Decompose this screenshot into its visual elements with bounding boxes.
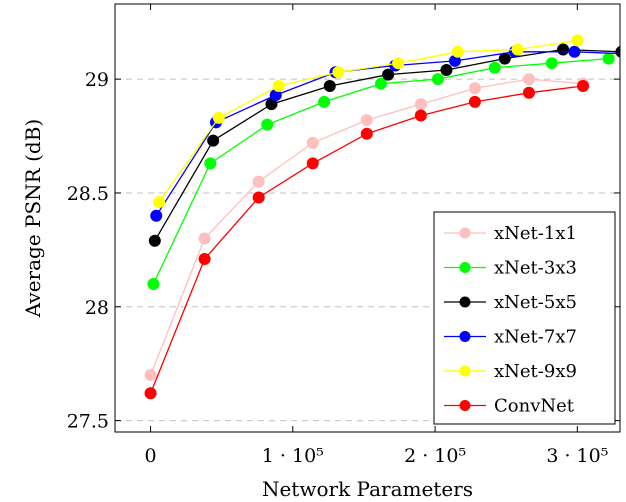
legend-item: xNet-5x5 [444, 292, 577, 313]
data-point [360, 114, 373, 127]
data-point [382, 68, 395, 81]
legend-label: xNet-9x9 [494, 361, 577, 382]
data-point [545, 57, 558, 70]
data-point [252, 191, 265, 204]
x-tick-label: 3 · 10⁵ [546, 445, 608, 467]
data-point [198, 252, 211, 265]
data-point [451, 45, 464, 58]
legend-marker [459, 400, 471, 411]
series-line [158, 39, 578, 203]
series-xnet-5x5 [148, 43, 620, 247]
data-point [375, 77, 388, 90]
data-point [577, 79, 590, 92]
data-point [148, 234, 161, 247]
series-convnet [144, 79, 590, 400]
data-point [360, 127, 373, 140]
x-tick-label: 1 · 10⁵ [262, 445, 324, 467]
ticks: 27.5 28 28.5 29 0 1 · 10⁵ 2 · 10⁵ 3 · 10⁵ [67, 4, 620, 467]
legend-marker [459, 365, 471, 377]
data-point [144, 369, 157, 382]
data-point [498, 52, 511, 65]
data-point [468, 95, 481, 108]
legend-marker [459, 262, 471, 273]
legend-marker [459, 296, 471, 308]
data-point [153, 196, 166, 209]
x-tick-label: 0 [145, 445, 157, 467]
data-point [306, 157, 319, 170]
legend-marker [459, 331, 471, 342]
data-point [261, 118, 274, 131]
data-point [207, 134, 220, 147]
legend-marker [459, 227, 471, 239]
legend-label: xNet-7x7 [494, 327, 577, 348]
legend-label: xNet-3x3 [494, 258, 577, 279]
legend-label: ConvNet [494, 396, 575, 417]
data-point [272, 79, 285, 92]
data-point [522, 86, 535, 99]
y-tick-label: 27.5 [67, 411, 109, 433]
data-point [414, 109, 427, 122]
data-point [198, 232, 211, 245]
legend-item: xNet-3x3 [444, 258, 577, 279]
data-point [440, 64, 453, 77]
series-layer [144, 34, 620, 400]
legend-item: xNet-7x7 [444, 327, 577, 348]
data-point [306, 136, 319, 149]
data-point [150, 209, 163, 222]
data-point [147, 278, 160, 291]
data-point [522, 73, 535, 86]
data-point [511, 43, 524, 56]
y-tick-label: 28.5 [67, 183, 109, 205]
data-point [571, 34, 584, 47]
legend-item: xNet-9x9 [444, 361, 577, 382]
x-axis-label: Network Parameters [262, 477, 473, 501]
data-point [557, 43, 570, 56]
data-point [212, 111, 225, 124]
data-point [318, 95, 331, 108]
legend-label: xNet-5x5 [494, 292, 577, 313]
data-point [568, 45, 581, 58]
data-point [323, 79, 336, 92]
data-point [204, 157, 217, 170]
legend-box [433, 211, 616, 425]
y-tick-label: 28 [85, 297, 109, 319]
data-point [431, 73, 444, 86]
series-xnet-9x9 [153, 34, 584, 209]
data-point [488, 61, 501, 74]
series-xnet-3x3 [147, 52, 615, 291]
data-point [414, 98, 427, 111]
data-point [144, 387, 157, 400]
data-point [602, 52, 615, 65]
x-tick-label: 2 · 10⁵ [404, 445, 466, 467]
data-point [615, 45, 620, 58]
data-point [468, 82, 481, 95]
legend-item: ConvNet [444, 396, 575, 417]
series-xnet-1x1 [144, 73, 590, 382]
data-point [252, 175, 265, 188]
plot-frame [114, 3, 621, 433]
y-tick-label: 29 [85, 69, 109, 91]
legend: xNet-1x1 xNet-3x3 xNet-5x5 xNet-7x7 xNet-9x9… [433, 211, 616, 425]
legend-label: xNet-1x1 [494, 223, 577, 244]
y-axis-label: Average PSNR (dB) [21, 119, 45, 318]
data-point [332, 66, 345, 79]
data-point [392, 57, 405, 70]
legend-item: xNet-1x1 [444, 223, 577, 244]
